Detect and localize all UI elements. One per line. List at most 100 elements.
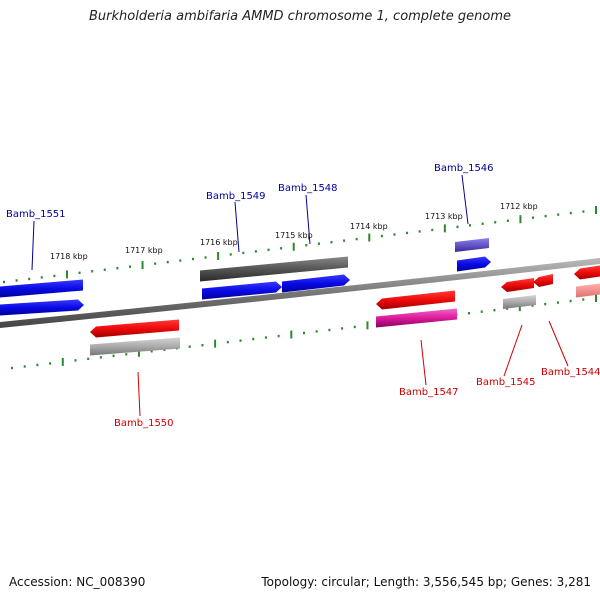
outer-tick-mark	[53, 274, 56, 278]
outer-tick-mark	[242, 251, 245, 255]
inner-tick-mark	[87, 357, 90, 361]
outer-tick-mark	[166, 260, 169, 264]
inner-tick-mark	[569, 299, 572, 303]
kbp-tick-label: 1716 kbp	[200, 238, 238, 247]
inner-tick-track	[11, 294, 597, 370]
map-title: Burkholderia ambifaria AMMD chromosome 1…	[88, 9, 512, 24]
gene-label-forward: Bamb_1546	[434, 163, 494, 174]
inner-tick-mark	[214, 339, 217, 348]
outer-tick-mark	[569, 211, 572, 215]
outer-tick-mark	[557, 213, 560, 216]
gene-label-reverse: Bamb_1544	[541, 367, 600, 378]
gene-label-forward: Bamb_1548	[278, 183, 338, 194]
inner-tick-mark	[531, 304, 534, 307]
outer-tick-mark	[128, 265, 131, 268]
gene-arrow-bamb-1545	[501, 278, 534, 292]
gene-features	[0, 238, 600, 356]
gene-label-forward: Bamb_1551	[6, 209, 66, 220]
accession-value: NC_008390	[76, 575, 146, 589]
outer-tick-mark	[494, 221, 497, 224]
inner-tick-mark	[595, 294, 597, 302]
gene-arrow-bamb-1551-lower	[0, 299, 84, 316]
outer-tick-mark	[40, 276, 43, 279]
gene-label-forward: Bamb_1549	[206, 191, 266, 202]
inner-tick-mark	[23, 365, 26, 368]
inner-tick-mark	[315, 330, 318, 333]
gene-arrow-bamb-1546-pseudo	[455, 238, 489, 252]
inner-tick-mark	[556, 301, 559, 304]
inner-tick-mark	[353, 325, 356, 329]
outer-tick-mark	[267, 248, 270, 252]
label-leader-lines	[31, 174, 569, 417]
inner-tick-mark	[328, 328, 331, 332]
outer-tick-mark	[179, 259, 182, 262]
kbp-tick-labels: 1718 kbp 1717 kbp 1716 kbp 1715 kbp 1714 kbp…	[50, 202, 538, 261]
topology-info: Topology: circular; Length: 3,556,545 bp…	[261, 575, 591, 589]
gene-arrow-edge-pink	[576, 283, 600, 298]
outer-tick-mark	[280, 247, 283, 250]
outer-tick-mark	[305, 244, 308, 247]
inner-tick-mark	[366, 321, 369, 330]
inner-tick-mark	[252, 337, 255, 341]
inner-tick-mark	[277, 334, 280, 338]
inner-tick-mark	[264, 336, 267, 339]
inner-tick-mark	[61, 357, 64, 366]
gene-arrow-bamb-1547-rrna	[376, 308, 457, 328]
outer-tick-mark	[443, 224, 446, 233]
gene-arrow-bamb-1550	[90, 319, 179, 338]
outer-tick-mark	[406, 231, 409, 235]
inner-tick-mark	[518, 303, 521, 312]
inner-tick-mark	[36, 363, 39, 367]
gene-labels: Bamb_1551 Bamb_1549 Bamb_1548 Bamb_1546 Bamb…	[6, 163, 600, 429]
outer-tick-mark	[229, 253, 232, 256]
outer-tick-mark	[78, 271, 81, 275]
outer-tick-mark	[595, 206, 597, 214]
outer-tick-mark	[103, 268, 106, 271]
outer-tick-mark	[141, 261, 144, 270]
inner-tick-mark	[480, 310, 483, 313]
outer-tick-mark	[191, 257, 194, 261]
inner-tick-mark	[188, 345, 191, 348]
outer-tick-mark	[3, 280, 5, 284]
inner-tick-mark	[11, 366, 13, 370]
inner-tick-mark	[201, 343, 204, 347]
gene-arrow-gray-upper	[200, 256, 348, 282]
inner-tick-mark	[112, 354, 115, 358]
leader-bamb-1545	[503, 324, 523, 377]
gene-arrow-bamb-1544	[533, 274, 553, 287]
kbp-tick-label: 1717 kbp	[125, 246, 163, 255]
inner-tick-mark	[99, 356, 102, 359]
outer-tick-mark	[393, 233, 396, 236]
inner-tick-mark	[506, 307, 509, 310]
outer-tick-mark	[355, 237, 358, 241]
outer-tick-mark	[506, 219, 509, 222]
outer-tick-mark	[532, 216, 535, 219]
leader-bamb-1550	[137, 371, 141, 417]
leader-bamb-1548	[305, 194, 311, 245]
outer-tick-mark	[456, 225, 459, 229]
outer-tick-track	[3, 206, 597, 284]
inner-tick-mark	[341, 327, 344, 330]
outer-tick-mark	[330, 240, 333, 244]
outer-tick-mark	[254, 250, 257, 253]
kbp-tick-label: 1715 kbp	[275, 231, 313, 240]
outer-tick-mark	[544, 214, 547, 218]
inner-tick-mark	[226, 340, 229, 344]
gene-arrow-bamb-1550-gray	[90, 337, 180, 356]
inner-tick-mark	[544, 302, 547, 306]
outer-tick-mark	[116, 267, 119, 270]
outer-tick-mark	[292, 242, 295, 251]
inner-tick-mark	[582, 298, 585, 301]
outer-tick-mark	[431, 228, 434, 232]
gene-arrow-bamb-1551	[0, 279, 83, 298]
outer-tick-mark	[481, 222, 484, 225]
inner-tick-mark	[468, 312, 471, 315]
outer-tick-mark	[582, 210, 585, 213]
gene-arrow-bamb-1546	[457, 256, 491, 272]
outer-tick-mark	[519, 215, 522, 224]
chromosome-backbone	[0, 258, 600, 328]
outer-tick-mark	[15, 279, 18, 282]
outer-tick-mark	[204, 256, 207, 259]
outer-tick-mark	[380, 234, 383, 238]
